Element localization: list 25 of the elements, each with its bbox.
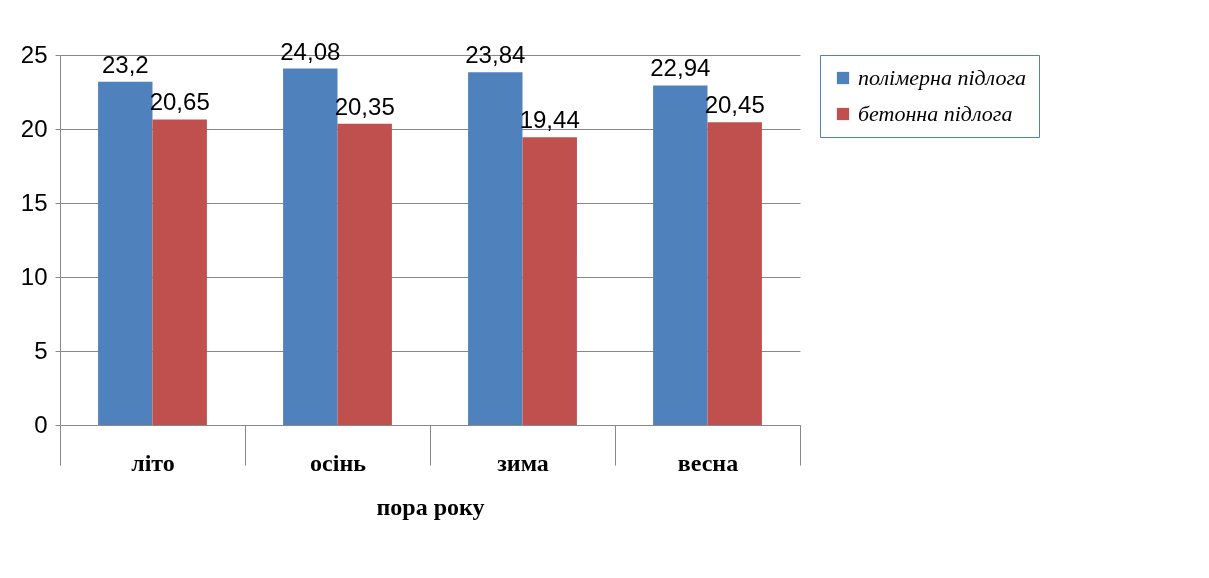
data-label: 23,84: [465, 41, 526, 69]
bar: [283, 68, 338, 425]
bar: [653, 85, 708, 425]
bar: [152, 119, 207, 425]
x-tick-label: зима: [497, 449, 549, 476]
data-label: 23,2: [101, 50, 149, 78]
legend-label: полімерна підлога: [858, 65, 1027, 90]
x-tick-label: весна: [677, 449, 739, 476]
bar: [707, 122, 762, 425]
x-tick-label: літо: [131, 449, 175, 476]
y-tick-label: 25: [20, 40, 48, 68]
bar: [468, 72, 523, 425]
y-tick-label: 15: [20, 188, 48, 216]
legend-label: бетонна підлога: [858, 101, 1013, 126]
data-label: 22,94: [650, 54, 711, 82]
bar: [337, 123, 392, 425]
bar: [98, 81, 153, 425]
data-label: 24,08: [280, 37, 341, 65]
y-tick-label: 10: [20, 262, 48, 290]
bar: [522, 137, 577, 425]
y-tick-label: 5: [34, 336, 48, 364]
y-tick-label: 0: [34, 410, 48, 438]
y-tick-label: 20: [20, 114, 48, 142]
x-tick-label: осінь: [310, 449, 367, 476]
x-axis-title: пора року: [376, 493, 485, 520]
